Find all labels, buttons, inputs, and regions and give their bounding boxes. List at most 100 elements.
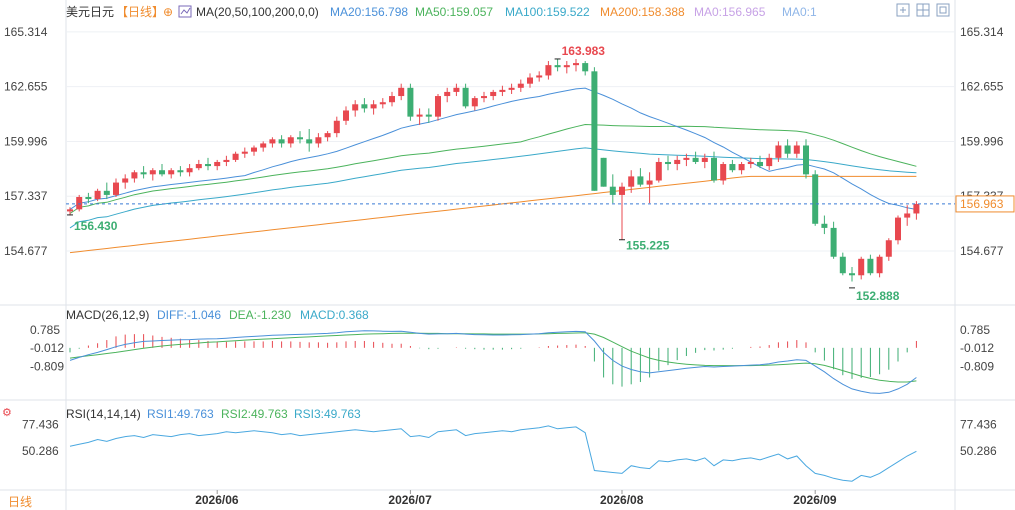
price-tick-right: 159.996 [960, 134, 1004, 148]
candle-body [343, 110, 349, 121]
ma100-value: MA100:159.522 [505, 5, 590, 19]
price-axis: 165.314 165.314 162.655 162.655 159.996 159.9… [4, 25, 1004, 258]
candle-body [352, 104, 359, 111]
candle-body [94, 190, 101, 200]
candle-body [619, 186, 625, 195]
candle-body [527, 77, 533, 84]
candle-body [306, 139, 313, 144]
candle-body [545, 65, 552, 76]
price-tick-left: 162.655 [4, 80, 48, 94]
indicator-icon[interactable] [178, 5, 192, 18]
macd-header: MACD(26,12,9) DIFF:-1.046 DEA:-1.230 MAC… [66, 308, 369, 322]
candle-body [159, 170, 165, 175]
candle-body [297, 137, 303, 140]
rsi-gear-icon[interactable]: ⚙ [2, 407, 12, 419]
ma20-line [69, 87, 917, 210]
price-tick-left: 157.337 [4, 189, 48, 203]
candle-body [462, 87, 469, 107]
candle-body [517, 83, 524, 88]
candle-body [609, 186, 616, 195]
candle-body [490, 91, 497, 97]
candle-body [168, 170, 175, 175]
macd-tick-left: -0.012 [30, 341, 64, 355]
candle-body [425, 114, 432, 117]
macd-diff-line [69, 330, 917, 394]
macd-tick-right: -0.809 [960, 359, 994, 373]
period-tag[interactable]: 【日线】 [116, 5, 164, 19]
candle-body [646, 180, 653, 185]
rsi-title: RSI(14,14,14) [66, 407, 141, 421]
candle-body [481, 96, 487, 99]
rsi-tick-left: 50.286 [22, 444, 59, 458]
candle-body [223, 159, 230, 162]
candle-body [554, 65, 561, 68]
candle-body [720, 164, 727, 181]
candle-body [76, 196, 83, 210]
candle-body [416, 114, 423, 117]
candle-body [775, 145, 782, 158]
candle-body [683, 157, 690, 160]
candle-body [508, 87, 515, 90]
candle-body [195, 164, 202, 169]
candle-body [140, 172, 147, 175]
ma50-line [69, 123, 917, 214]
date-label: 2026/09 [793, 493, 837, 507]
candle-body [711, 157, 717, 181]
macd-tick-right: -0.012 [960, 341, 994, 355]
candle-body [361, 104, 368, 109]
fullscreen-icon[interactable] [896, 3, 910, 17]
start-low-annotation: 156.430 [74, 219, 118, 233]
candle-body [251, 147, 257, 152]
rsi-header: ⚙ RSI(14,14,14) RSI1:49.763 RSI2:49.763 … [2, 407, 361, 421]
candle-body [398, 87, 405, 97]
macd-lines [69, 330, 917, 394]
candle-body [582, 63, 589, 72]
candle-body [591, 71, 598, 191]
candle-body [186, 168, 193, 173]
candle-body [435, 96, 441, 117]
candle-body [205, 164, 211, 167]
candle-body [876, 256, 883, 274]
candle-body [444, 91, 451, 97]
macd-tick-right: 0.785 [960, 323, 990, 337]
candle-body [628, 176, 635, 187]
candle-body [867, 258, 874, 274]
candle-body [278, 139, 285, 144]
candle-body [747, 161, 754, 165]
macd-hist-value: MACD:0.368 [300, 308, 369, 322]
candle-body [131, 172, 138, 179]
candle-body [600, 157, 607, 187]
ma0-value: MA0:156.965 [694, 5, 766, 19]
ma20-value: MA20:156.798 [330, 5, 408, 19]
candle-body [315, 137, 322, 144]
moving-average-lines [69, 87, 917, 254]
period-switch-tab[interactable]: 日线 [8, 495, 32, 509]
macd-dea-value: DEA:-1.230 [229, 308, 291, 322]
candle-body [177, 170, 184, 173]
ma0-1-value: MA0:1 [782, 5, 817, 19]
current-price-box [955, 195, 1015, 213]
candle-body [214, 161, 221, 167]
layout-icon[interactable] [936, 3, 950, 17]
candle-body [324, 133, 331, 138]
candle-body [674, 159, 681, 165]
rsi2-value: RSI2:49.763 [221, 407, 288, 421]
candle-body [573, 63, 579, 66]
candle-body [333, 120, 340, 134]
candle-body [536, 75, 543, 78]
macd-dea-line [69, 332, 917, 383]
settings-icon[interactable]: ⊕ [163, 5, 173, 19]
candle-body [232, 153, 239, 160]
candle-body [499, 89, 506, 92]
candle-body [260, 143, 267, 148]
candle-body [103, 190, 110, 195]
candle-body [370, 104, 377, 109]
candle-body [149, 170, 156, 175]
high-annotation: 163.983 [562, 44, 606, 58]
ma200-value: MA200:158.388 [600, 5, 685, 19]
rsi-line [69, 425, 917, 482]
symbol-title: 美元日元 [66, 5, 114, 19]
grid-icon[interactable] [916, 3, 930, 17]
candle-body [407, 87, 414, 117]
candle-body [858, 258, 865, 276]
